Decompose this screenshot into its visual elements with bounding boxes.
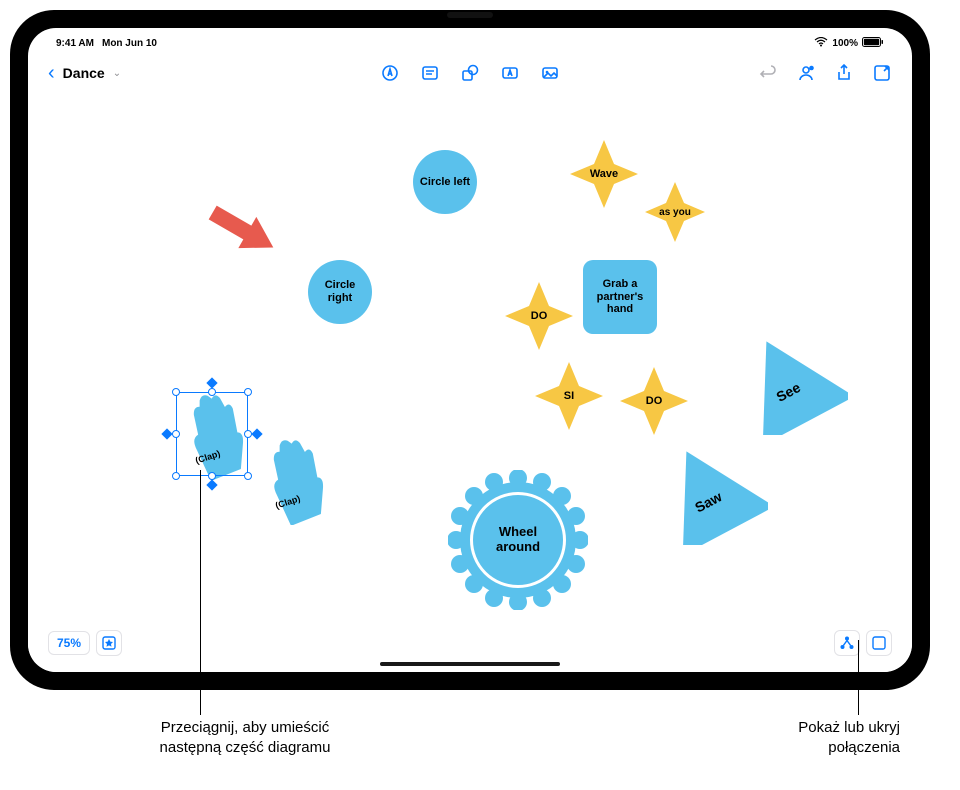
ipad-frame: 9:41 AM Mon Jun 10 100% ‹ Dance ⌄ (10, 10, 930, 690)
callout-text: połączenia (700, 738, 900, 758)
connections-toggle[interactable] (834, 630, 860, 656)
badge-inner: Wheel around (470, 492, 566, 588)
minimap-toggle[interactable] (866, 630, 892, 656)
battery-icon (862, 37, 884, 50)
back-button[interactable]: ‹ (48, 62, 55, 85)
node-si[interactable]: SI (533, 360, 605, 432)
callout-text: następną część diagramu (105, 738, 385, 758)
document-title[interactable]: Dance (63, 65, 105, 81)
node-do2[interactable]: DO (618, 365, 690, 437)
selection-box[interactable] (176, 392, 248, 476)
shapes-icon[interactable] (460, 63, 480, 83)
node-wave[interactable]: Wave (568, 138, 640, 210)
toolbar: ‹ Dance ⌄ (28, 56, 912, 90)
status-time: 9:41 AM (56, 38, 94, 49)
new-board-icon[interactable] (872, 63, 892, 83)
share-icon[interactable] (834, 63, 854, 83)
node-asyou[interactable]: as you (643, 180, 707, 244)
node-label: DO (618, 365, 690, 437)
zoom-level[interactable]: 75% (48, 631, 90, 655)
callout-left: Przeciągnij, aby umieścić następną część… (105, 718, 385, 759)
media-icon[interactable] (540, 63, 560, 83)
draw-tool-icon[interactable] (380, 63, 400, 83)
camera-pill (447, 12, 493, 18)
node-wheel[interactable]: Wheel around (448, 470, 588, 610)
node-label: Circle left (416, 172, 474, 193)
status-date: Mon Jun 10 (102, 38, 157, 49)
callout-text: Pokaż lub ukryj (700, 718, 900, 738)
node-grab[interactable]: Grab a partner's hand (583, 260, 657, 334)
node-saw[interactable]: Saw (648, 440, 768, 545)
node-label: DO (503, 280, 575, 352)
callout-line-right (858, 640, 859, 715)
ipad-screen: 9:41 AM Mon Jun 10 100% ‹ Dance ⌄ (28, 28, 912, 672)
callout-right: Pokaż lub ukryj połączenia (700, 718, 900, 759)
scenes-button[interactable] (96, 630, 122, 656)
node-circle-left[interactable]: Circle left (413, 150, 477, 214)
status-bar: 9:41 AM Mon Jun 10 100% (28, 34, 912, 52)
node-label: Wheel around (473, 521, 563, 559)
node-circle-right[interactable]: Circle right (308, 260, 372, 324)
document-menu-chevron-icon[interactable]: ⌄ (113, 68, 121, 79)
undo-icon[interactable] (758, 63, 778, 83)
node-label: Circle right (308, 275, 372, 308)
sticky-note-icon[interactable] (420, 63, 440, 83)
canvas[interactable]: Circle left Circle right Grab a partner'… (28, 90, 912, 672)
node-label: Grab a partner's hand (583, 274, 657, 320)
node-label: as you (643, 180, 707, 244)
home-indicator (380, 662, 560, 666)
node-do1[interactable]: DO (503, 280, 575, 352)
arrow-shape[interactable] (198, 200, 288, 260)
wifi-icon (814, 37, 828, 50)
node-see[interactable]: See (728, 330, 848, 435)
text-box-icon[interactable] (500, 63, 520, 83)
callout-line-left (200, 470, 201, 715)
battery-percent: 100% (832, 38, 858, 49)
node-label: SI (533, 360, 605, 432)
node-label: Wave (568, 138, 640, 210)
collaborate-icon[interactable] (796, 63, 816, 83)
node-clap2[interactable]: (Clap) (253, 435, 333, 525)
callout-text: Przeciągnij, aby umieścić (105, 718, 385, 738)
